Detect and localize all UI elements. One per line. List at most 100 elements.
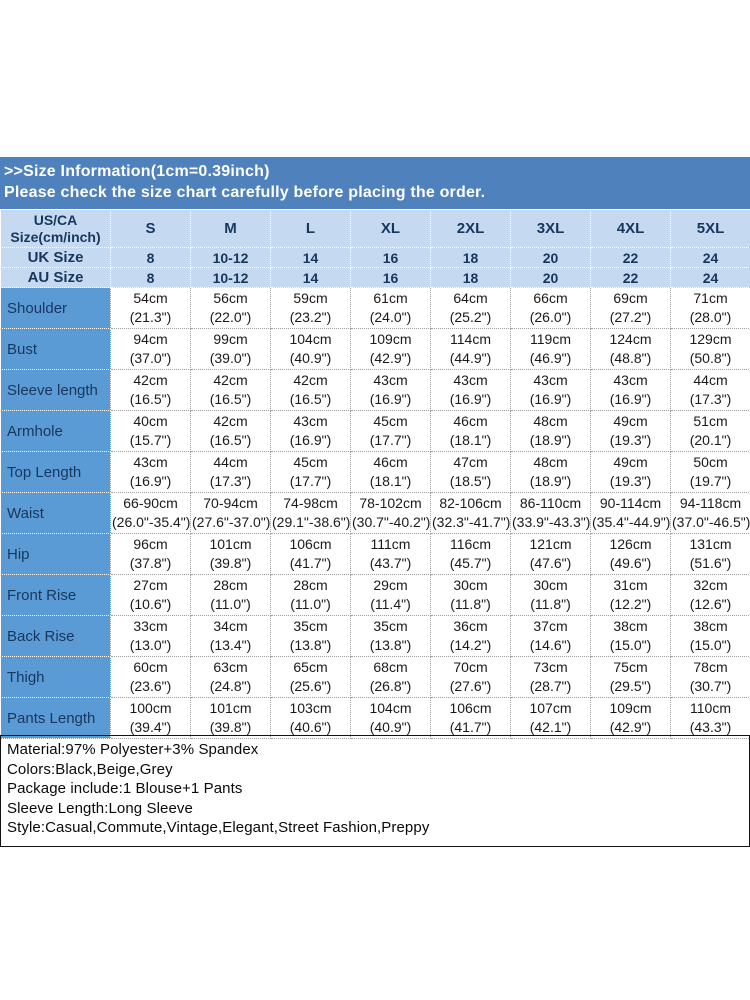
measurement-cell: 48cm (18.9") xyxy=(510,451,591,493)
size-column-header: L xyxy=(270,209,351,248)
size-column-header: 5XL xyxy=(670,209,750,248)
measurement-cell: 66cm (26.0") xyxy=(510,287,591,329)
measurement-label: Pants Length xyxy=(0,697,111,739)
measurement-cell: 129cm (50.8") xyxy=(670,328,750,370)
measurement-row: Front Rise 27cm (10.6") 28cm (11.0") 28cm (… xyxy=(0,574,750,616)
measurement-cell: 109cm (42.9") xyxy=(350,328,431,370)
size-conversion-cell: 14 xyxy=(270,247,351,268)
measurement-cell: 35cm (13.8") xyxy=(350,615,431,657)
measurement-row: Sleeve length 42cm (16.5") 42cm (16.5") 42c… xyxy=(0,369,750,411)
measurement-cell: 51cm (20.1") xyxy=(670,410,750,452)
measurement-cell: 49cm (19.3") xyxy=(590,451,671,493)
table-header-row: US/CA Size(cm/inch) S M L XL 2XL 3XL 4XL 5XL xyxy=(0,209,750,248)
product-details-box: Material:97% Polyester+3% Spandex Colors:… xyxy=(0,735,750,847)
measurement-cell: 96cm (37.8") xyxy=(110,533,191,575)
measurement-cell: 82-106cm (32.3"-41.7") xyxy=(430,492,511,534)
size-system-label: UK Size xyxy=(0,247,111,268)
size-conversion-cell: 14 xyxy=(270,267,351,288)
measurement-label: Waist xyxy=(0,492,111,534)
measurement-cell: 124cm (48.8") xyxy=(590,328,671,370)
measurement-cell: 90-114cm (35.4"-44.9") xyxy=(590,492,671,534)
measurement-cell: 45cm (17.7") xyxy=(270,451,351,493)
measurement-cell: 78cm (30.7") xyxy=(670,656,750,698)
measurement-cell: 30cm (11.8") xyxy=(510,574,591,616)
measurement-cell: 70-94cm (27.6"-37.0") xyxy=(190,492,271,534)
measurement-cell: 40cm (15.7") xyxy=(110,410,191,452)
measurement-cell: 44cm (17.3") xyxy=(190,451,271,493)
measurement-cell: 42cm (16.5") xyxy=(190,369,271,411)
corner-header-cell: US/CA Size(cm/inch) xyxy=(0,209,111,248)
measurement-cell: 114cm (44.9") xyxy=(430,328,511,370)
size-conversion-cell: 24 xyxy=(670,267,750,288)
measurement-cell: 119cm (46.9") xyxy=(510,328,591,370)
size-column-header: 2XL xyxy=(430,209,511,248)
measurement-row: Armhole 40cm (15.7") 42cm (16.5") 43cm (16.… xyxy=(0,410,750,452)
measurement-cell: 63cm (24.8") xyxy=(190,656,271,698)
measurement-cell: 43cm (16.9") xyxy=(350,369,431,411)
measurement-cell: 74-98cm (29.1"-38.6") xyxy=(270,492,351,534)
measurement-cell: 75cm (29.5") xyxy=(590,656,671,698)
size-conversion-cell: 20 xyxy=(510,267,591,288)
measurement-cell: 46cm (18.1") xyxy=(430,410,511,452)
measurement-cell: 73cm (28.7") xyxy=(510,656,591,698)
size-conversion-cell: 18 xyxy=(430,267,511,288)
measurement-cell: 106cm (41.7") xyxy=(430,697,511,739)
measurement-cell: 30cm (11.8") xyxy=(430,574,511,616)
measurement-cell: 126cm (49.6") xyxy=(590,533,671,575)
measurement-cell: 99cm (39.0") xyxy=(190,328,271,370)
measurement-label: Thigh xyxy=(0,656,111,698)
measurement-cell: 107cm (42.1") xyxy=(510,697,591,739)
product-detail-line: Style:Casual,Commute,Vintage,Elegant,Str… xyxy=(7,819,430,836)
measurement-label: Front Rise xyxy=(0,574,111,616)
measurement-label: Back Rise xyxy=(0,615,111,657)
measurement-cell: 31cm (12.2") xyxy=(590,574,671,616)
size-conversion-cell: 22 xyxy=(590,247,671,268)
size-conversion-cell: 16 xyxy=(350,267,431,288)
measurement-cell: 42cm (16.5") xyxy=(270,369,351,411)
measurement-cell: 65cm (25.6") xyxy=(270,656,351,698)
measurement-cell: 34cm (13.4") xyxy=(190,615,271,657)
measurement-cell: 94-118cm (37.0"-46.5") xyxy=(670,492,750,534)
measurement-cell: 47cm (18.5") xyxy=(430,451,511,493)
size-conversion-cell: 16 xyxy=(350,247,431,268)
measurement-cell: 61cm (24.0") xyxy=(350,287,431,329)
measurement-cell: 116cm (45.7") xyxy=(430,533,511,575)
product-detail-line: Colors:Black,Beige,Grey xyxy=(7,760,173,778)
measurement-cell: 106cm (41.7") xyxy=(270,533,351,575)
product-detail-line: Sleeve Length:Long Sleeve xyxy=(7,799,193,817)
measurement-label: Sleeve length xyxy=(0,369,111,411)
size-conversion-cell: 10-12 xyxy=(190,247,271,268)
measurement-cell: 78-102cm (30.7"-40.2") xyxy=(350,492,431,534)
measurement-cell: 121cm (47.6") xyxy=(510,533,591,575)
measurement-cell: 35cm (13.8") xyxy=(270,615,351,657)
measurement-cell: 43cm (16.9") xyxy=(590,369,671,411)
measurement-cell: 38cm (15.0") xyxy=(670,615,750,657)
measurement-cell: 42cm (16.5") xyxy=(110,369,191,411)
measurement-cell: 59cm (23.2") xyxy=(270,287,351,329)
measurement-cell: 60cm (23.6") xyxy=(110,656,191,698)
measurement-label: Bust xyxy=(0,328,111,370)
size-conversion-cell: 24 xyxy=(670,247,750,268)
product-detail-line: Material:97% Polyester+3% Spandex xyxy=(7,741,259,758)
measurement-cell: 71cm (28.0") xyxy=(670,287,750,329)
measurement-label: Top Length xyxy=(0,451,111,493)
measurement-cell: 110cm (43.3") xyxy=(670,697,750,739)
measurement-cell: 54cm (21.3") xyxy=(110,287,191,329)
size-conversion-cell: 8 xyxy=(110,267,191,288)
measurement-cell: 86-110cm (33.9"-43.3") xyxy=(510,492,591,534)
product-detail-line: Package include:1 Blouse+1 Pants xyxy=(7,780,243,797)
size-conversion-cell: 8 xyxy=(110,247,191,268)
measurement-cell: 66-90cm (26.0"-35.4") xyxy=(110,492,191,534)
measurement-cell: 69cm (27.2") xyxy=(590,287,671,329)
band-subtitle: Please check the size chart carefully be… xyxy=(4,184,486,201)
measurement-cell: 43cm (16.9") xyxy=(110,451,191,493)
measurement-cell: 49cm (19.3") xyxy=(590,410,671,452)
measurement-cell: 27cm (10.6") xyxy=(110,574,191,616)
size-column-header: 4XL xyxy=(590,209,671,248)
size-column-header: XL xyxy=(350,209,431,248)
measurement-row: Thigh 60cm (23.6") 63cm (24.8") 65cm (25.6"… xyxy=(0,656,750,698)
measurement-cell: 50cm (19.7") xyxy=(670,451,750,493)
measurement-cell: 100cm (39.4") xyxy=(110,697,191,739)
measurement-row: Top Length 43cm (16.9") 44cm (17.3") 45cm (… xyxy=(0,451,750,493)
measurement-cell: 104cm (40.9") xyxy=(270,328,351,370)
